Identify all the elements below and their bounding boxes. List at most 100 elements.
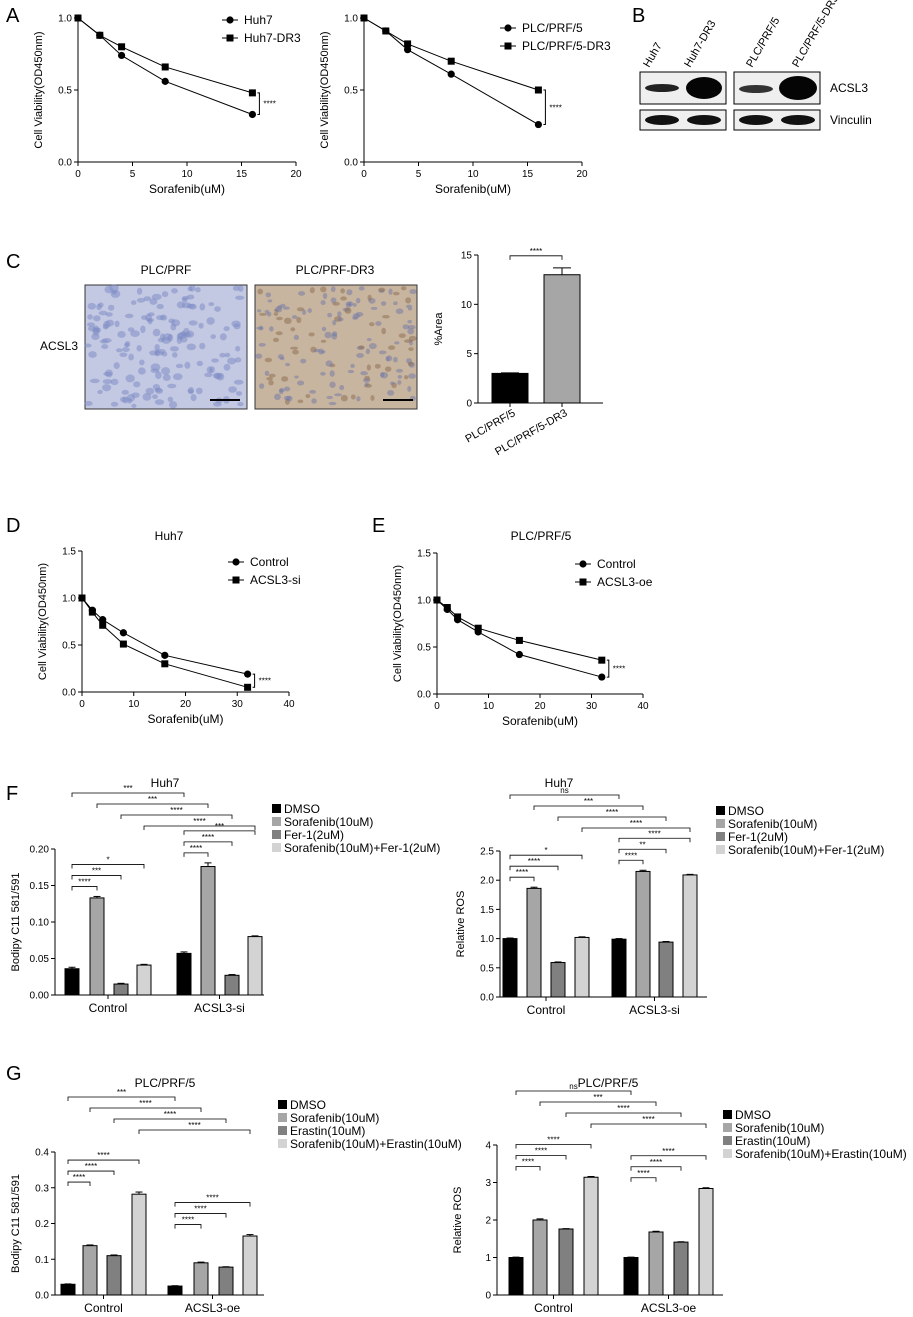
- significance-bracket: [71, 886, 98, 891]
- ihc-cell: [258, 383, 265, 389]
- ihc-cell: [268, 380, 274, 386]
- ihc-cell: [280, 303, 286, 308]
- ihc-cell: [386, 355, 393, 362]
- legend-label: Erastin(10uM): [290, 1124, 365, 1138]
- ihc-cell: [369, 322, 375, 327]
- ihc-cell: [265, 292, 272, 298]
- ihc-cell: [119, 352, 128, 357]
- legend-label: DMSO: [290, 1098, 326, 1112]
- category-label: Control: [84, 1301, 123, 1315]
- ihc-cell: [325, 360, 333, 367]
- ihc-cell: [283, 395, 291, 401]
- data-point: [248, 89, 256, 97]
- category-label: Control: [534, 1301, 573, 1315]
- bar: [682, 874, 698, 998]
- y-tick-label: 2: [485, 1216, 491, 1227]
- data-point: [382, 27, 390, 35]
- bar: [635, 870, 651, 998]
- legend-marker: [232, 576, 240, 584]
- significance-label: ****: [637, 1169, 649, 1178]
- legend-label: Sorafenib(10uM)+Fer-1(2uM): [284, 841, 440, 855]
- x-tick-label: 15: [236, 169, 248, 180]
- data-point: [161, 651, 169, 659]
- ihc-cell: [136, 345, 142, 352]
- ihc-cell: [367, 294, 372, 301]
- legend-swatch: [716, 806, 725, 815]
- ihc-cell: [375, 321, 382, 326]
- x-tick-label: 15: [522, 169, 534, 180]
- x-tick-label: 0: [75, 169, 81, 180]
- ihc-cell: [130, 330, 140, 337]
- ihc-cell: [84, 400, 93, 406]
- significance-label: ****: [530, 247, 542, 256]
- panel-letter-b: B: [632, 5, 645, 27]
- ihc-cell: [255, 353, 263, 359]
- ihc-cell: [266, 377, 273, 381]
- significance-label: ****: [190, 844, 202, 853]
- significance-bracket: [515, 1090, 632, 1095]
- ihc-cell: [292, 349, 299, 355]
- ihc-cell: [326, 395, 334, 400]
- ihc-cell: [156, 315, 165, 321]
- chart-title: PLC/PRF/5: [578, 1076, 639, 1090]
- data-point: [454, 613, 462, 621]
- legend-marker: [579, 560, 587, 568]
- significance-bracket: [252, 673, 256, 688]
- ihc-cell: [162, 373, 171, 382]
- ihc-cell: [389, 381, 395, 385]
- ihc-cell: [296, 307, 305, 312]
- ihc-cell: [393, 301, 398, 306]
- bar: [526, 887, 542, 998]
- ihc-cell: [167, 396, 174, 402]
- significance-label: ****: [170, 806, 182, 815]
- data-point: [515, 650, 524, 659]
- ihc-cell: [199, 303, 206, 311]
- legend-swatch: [716, 819, 725, 828]
- ihc-cell: [397, 374, 403, 379]
- ihc-cell: [208, 302, 215, 307]
- ihc-cell: [224, 352, 231, 358]
- ihc-cell: [272, 337, 280, 343]
- ihc-cell: [235, 391, 243, 396]
- legend-label: Sorafenib(10uM): [735, 1121, 824, 1135]
- ihc-cell: [355, 312, 364, 317]
- data-point: [447, 57, 455, 65]
- data-point: [88, 608, 96, 616]
- ihc-cell: [181, 297, 188, 303]
- significance-label: ****: [617, 1104, 629, 1113]
- ihc-cell: [397, 380, 402, 385]
- ihc-cell: [407, 385, 412, 392]
- ihc-cell: [180, 335, 188, 343]
- significance-label: ****: [206, 1194, 218, 1203]
- ihc-cell: [161, 367, 171, 375]
- ihc-cell: [88, 351, 97, 358]
- ihc-cell: [209, 366, 215, 374]
- bar: [491, 372, 529, 404]
- ihc-cell: [293, 334, 299, 341]
- significance-label: ns: [560, 786, 568, 795]
- ihc-cell: [87, 314, 93, 320]
- ihc-cell: [400, 286, 407, 291]
- bar: [698, 1188, 714, 1296]
- legend-swatch: [723, 1136, 732, 1145]
- significance-bracket: [539, 1101, 657, 1106]
- y-tick-label: 0.10: [30, 918, 50, 929]
- y-tick-label: 10: [461, 300, 473, 311]
- static-layer: A B C D E F G Huh7 Huh7-DR3 PLC/PRF/5 PL…: [6, 0, 872, 1085]
- ihc-cell: [291, 315, 298, 320]
- y-tick-label: 1: [485, 1253, 491, 1264]
- bar: [136, 964, 152, 996]
- bar: [583, 1176, 599, 1296]
- ihc-cell: [347, 369, 355, 374]
- data-point: [598, 656, 606, 664]
- ihc-cell: [264, 309, 270, 314]
- ihc-cell: [356, 396, 361, 402]
- ihc-cell: [264, 370, 270, 376]
- blot-box-vinculin-left: [639, 109, 727, 131]
- legend-label: Control: [597, 557, 636, 571]
- ihc-cell: [182, 332, 192, 337]
- y-tick-label: 0: [466, 399, 472, 410]
- ihc-cell: [121, 389, 129, 395]
- significance-bracket: [96, 803, 209, 808]
- ihc-cell: [204, 372, 213, 378]
